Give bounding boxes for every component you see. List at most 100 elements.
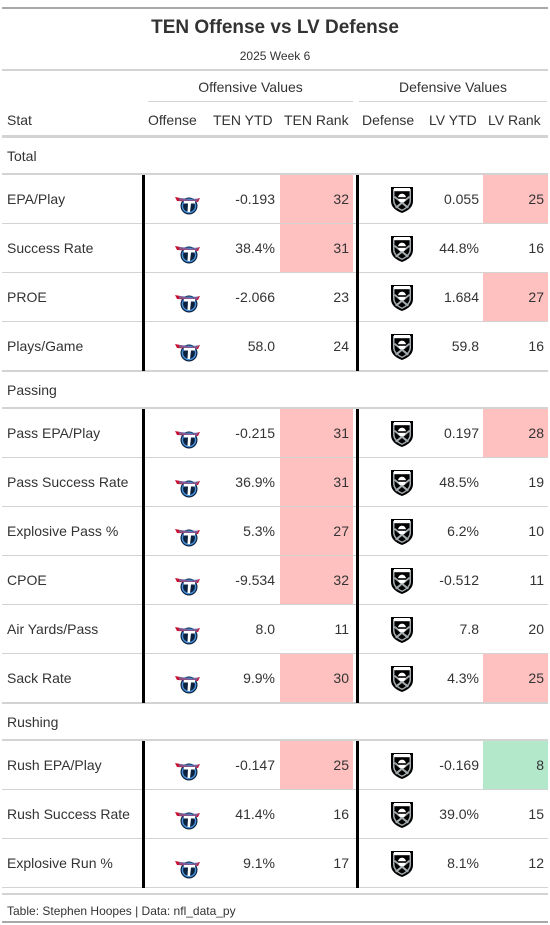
cell-ten-ytd: 5.3% — [243, 523, 275, 539]
cell-ten-rank: 31 — [280, 409, 353, 457]
cell-defense-logo — [359, 507, 421, 555]
cell-ten-ytd: 8.0 — [255, 621, 275, 637]
cell-stat: Explosive Run % — [7, 855, 113, 871]
cell-defense-logo — [359, 224, 421, 272]
column-header-ten-ytd: TEN YTD — [213, 112, 273, 128]
cell-ten-ytd: 41.4% — [235, 806, 275, 822]
cell-ten-rank: 32 — [280, 175, 353, 223]
tennessee-titans-logo-icon — [174, 851, 202, 879]
cell-stat: Rush Success Rate — [7, 806, 130, 822]
cell-offense-logo — [144, 458, 213, 506]
table-row: CPOE -9.534 32 -0.512 11 — [2, 556, 548, 605]
cell-defense-logo — [359, 605, 421, 653]
cell-lv-rank: 12 — [528, 855, 544, 871]
cell-lv-ytd: 4.3% — [447, 670, 479, 686]
cell-offense-logo — [144, 556, 213, 604]
tennessee-titans-logo-icon — [174, 519, 202, 547]
row-group-label: Total — [7, 148, 37, 164]
cell-ten-rank: 11 — [334, 621, 349, 637]
las-vegas-raiders-logo-icon — [389, 467, 415, 497]
cell-stat: Plays/Game — [7, 338, 84, 354]
table-row: Explosive Run % 9.1% 17 8.1% 12 — [2, 839, 548, 888]
cell-lv-rank: 16 — [528, 338, 544, 354]
tennessee-titans-logo-icon — [174, 187, 202, 215]
tennessee-titans-logo-icon — [174, 666, 202, 694]
cell-ten-ytd: -2.066 — [235, 289, 275, 305]
las-vegas-raiders-logo-icon — [389, 331, 415, 361]
cell-offense-logo — [144, 839, 213, 887]
cell-defense-logo — [359, 322, 421, 370]
cell-lv-ytd: 59.8 — [451, 338, 479, 354]
column-header-lv-rank: LV Rank — [488, 112, 541, 128]
table-row: Rush EPA/Play -0.147 25 -0.169 8 — [2, 741, 548, 790]
cell-ten-ytd: 9.1% — [243, 855, 275, 871]
las-vegas-raiders-logo-icon — [389, 282, 415, 312]
row-group-header: Rushing — [2, 703, 548, 741]
cell-defense-logo — [359, 556, 421, 604]
cell-lv-rank: 15 — [528, 806, 544, 822]
heading-divider — [2, 69, 548, 71]
cell-ten-ytd: 58.0 — [247, 338, 275, 354]
las-vegas-raiders-logo-icon — [389, 516, 415, 546]
cell-lv-rank: 25 — [483, 654, 548, 702]
footer-divider — [2, 893, 548, 895]
cell-ten-rank: 16 — [333, 806, 349, 822]
cell-offense-logo — [144, 654, 213, 702]
cell-ten-ytd: -0.147 — [235, 757, 275, 773]
cell-offense-logo — [144, 224, 213, 272]
defense-column-divider — [356, 409, 359, 703]
cell-defense-logo — [359, 273, 421, 321]
row-group-header: Total — [2, 137, 548, 175]
table-row: Pass Success Rate 36.9% 31 48.5% 19 — [2, 458, 548, 507]
cell-ten-rank: 25 — [280, 741, 353, 789]
table-row: EPA/Play -0.193 32 0.055 25 — [2, 175, 548, 224]
tennessee-titans-logo-icon — [174, 470, 202, 498]
defense-column-divider — [356, 175, 359, 371]
tennessee-titans-logo-icon — [174, 568, 202, 596]
cell-lv-ytd: 48.5% — [439, 474, 479, 490]
tennessee-titans-logo-icon — [174, 617, 202, 645]
cell-defense-logo — [359, 409, 421, 457]
las-vegas-raiders-logo-icon — [389, 799, 415, 829]
table-row: PROE -2.066 23 1.684 27 — [2, 273, 548, 322]
column-header-offense: Offense — [148, 112, 197, 128]
cell-lv-ytd: 0.197 — [443, 425, 479, 441]
spanner-offensive-values: Offensive Values — [148, 79, 353, 102]
column-header-ten-rank: TEN Rank — [284, 112, 349, 128]
column-header-lv-ytd: LV YTD — [429, 112, 477, 128]
cell-ten-rank: 27 — [280, 507, 353, 555]
table-subtitle: 2025 Week 6 — [239, 49, 311, 63]
source-note: Table: Stephen Hoopes | Data: nfl_data_p… — [7, 904, 236, 918]
spanner-defensive-label: Defensive Values — [399, 79, 507, 95]
spanner-defensive-values: Defensive Values — [359, 79, 547, 102]
offense-column-divider — [142, 175, 145, 371]
las-vegas-raiders-logo-icon — [389, 565, 415, 595]
column-header-stat: Stat — [7, 112, 32, 128]
tennessee-titans-logo-icon — [174, 802, 202, 830]
cell-stat: Rush EPA/Play — [7, 757, 102, 773]
cell-lv-rank: 16 — [528, 240, 544, 256]
table-row: Rush Success Rate 41.4% 16 39.0% 15 — [2, 790, 548, 839]
cell-stat: Pass EPA/Play — [7, 425, 101, 441]
row-group-label: Passing — [7, 382, 57, 398]
cell-lv-rank: 20 — [528, 621, 544, 637]
cell-ten-ytd: 36.9% — [235, 474, 275, 490]
las-vegas-raiders-logo-icon — [389, 614, 415, 644]
cell-offense-logo — [144, 409, 213, 457]
cell-offense-logo — [144, 605, 213, 653]
cell-stat: Air Yards/Pass — [7, 621, 99, 637]
cell-lv-rank: 8 — [483, 741, 548, 789]
cell-ten-rank: 31 — [280, 224, 353, 272]
stats-table: TEN Offense vs LV Defense 2025 Week 6 Of… — [2, 7, 548, 923]
cell-ten-rank: 30 — [280, 654, 353, 702]
column-header-defense: Defense — [362, 112, 415, 128]
row-group-header: Passing — [2, 371, 548, 409]
cell-lv-ytd: -0.512 — [439, 572, 479, 588]
cell-ten-rank: 24 — [333, 338, 349, 354]
column-header-divider — [2, 135, 548, 137]
cell-stat: Success Rate — [7, 240, 94, 256]
cell-offense-logo — [144, 322, 213, 370]
cell-offense-logo — [144, 175, 213, 223]
cell-ten-ytd: -9.534 — [235, 572, 275, 588]
las-vegas-raiders-logo-icon — [389, 418, 415, 448]
